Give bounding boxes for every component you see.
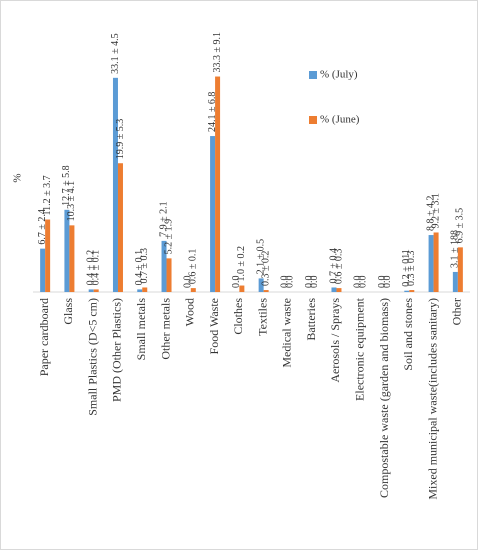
legend-label: % (June) — [320, 114, 360, 126]
bar — [161, 240, 167, 292]
value-label: 0.2 ± 011 — [401, 249, 412, 287]
bar — [64, 209, 70, 292]
x-tick-label: Glass — [61, 298, 75, 325]
bar — [409, 290, 415, 292]
value-label: 0.4 ± 0.1 — [134, 250, 145, 286]
x-tick-label: Clothes — [231, 298, 245, 335]
value-label: 0.6 ± 0.3 — [333, 249, 344, 285]
bar — [336, 288, 342, 292]
value-label: 0.0 — [353, 276, 364, 289]
bar — [239, 285, 245, 292]
value-label: 6.9 ± 3.5 — [455, 208, 466, 244]
bar — [210, 136, 216, 292]
bar — [45, 219, 51, 292]
x-tick-label: Textiles — [255, 298, 269, 336]
x-tick-label: Food Waste — [207, 298, 221, 354]
value-label: 12.7 ± 5.8 — [61, 165, 72, 206]
bar — [190, 288, 196, 292]
bar — [258, 278, 264, 292]
legend-swatch — [309, 71, 317, 79]
x-tick-label: Aerosols / Sprays — [328, 298, 342, 383]
bar — [166, 258, 172, 292]
x-tick-label: Electronic equipment — [353, 297, 367, 401]
value-label: 0.0 — [231, 276, 242, 289]
value-label: 2.1 ± 0.5 — [255, 239, 266, 275]
bar — [433, 232, 439, 292]
x-tick-label: Other — [450, 298, 464, 325]
x-tick-label: Compostable waste (garden and biomass) — [377, 298, 391, 498]
value-label: 0.4 ± 0.1 — [90, 250, 101, 286]
value-label: 0.0 — [309, 276, 320, 289]
bar — [40, 248, 46, 292]
bar — [404, 290, 410, 292]
value-label: 33.1 ± 4.5 — [110, 33, 121, 74]
x-tick-label: Wood — [183, 298, 197, 326]
value-label: 10.3 ± 4.1 — [66, 181, 77, 222]
value-label: 1.0 ± 0.2 — [236, 246, 247, 282]
bar — [69, 225, 75, 292]
value-label: 24.1 ± 6.8 — [207, 92, 218, 133]
bar — [88, 289, 94, 292]
value-label: 11.2 ± 3.7 — [42, 175, 53, 215]
value-label: 0.4 ± 0.2 — [85, 250, 96, 286]
value-label: 0.3 ± 0.2 — [260, 251, 271, 287]
value-label: 33.3 ± 9.1 — [212, 32, 223, 73]
bar — [93, 289, 99, 292]
value-label: 0.0 — [304, 276, 315, 289]
bar — [137, 289, 143, 292]
legend-swatch — [309, 116, 317, 124]
bar — [263, 290, 269, 292]
value-label: 0.0 — [358, 276, 369, 289]
value-label: 7.9 ± 2.1 — [158, 201, 169, 237]
x-tick-label: Paper cardboard — [37, 298, 51, 376]
value-label: 0.6 ± 0.1 — [188, 249, 199, 285]
x-tick-label: Other metals — [158, 298, 172, 360]
x-tick-label: Medical waste — [280, 298, 294, 368]
value-label: 0.0 — [382, 276, 393, 289]
value-label: 0.0 — [285, 276, 296, 289]
x-tick-label: Small metals — [134, 298, 148, 361]
x-tick-label: PMD (Other Plastics) — [110, 298, 124, 402]
value-label: 0.0 — [280, 276, 291, 289]
x-tick-label: Soil and stones — [401, 298, 415, 371]
x-tick-label: Small Plastics (D<5 cm) — [85, 298, 99, 416]
value-label: 5.2 ± 1.9 — [163, 219, 174, 255]
bar — [117, 163, 123, 292]
value-label: 19.9 ± 5.3 — [115, 119, 126, 160]
value-label: 0.0 — [183, 276, 194, 289]
value-label: 9.2 ± 3.1 — [430, 193, 441, 229]
value-label: 8.8 ± 4.2 — [425, 196, 436, 232]
x-tick-label: Mixed municipal waste(includes sanitary) — [425, 298, 439, 500]
bar — [142, 287, 148, 292]
x-tick-label: Batteries — [304, 298, 318, 341]
bar — [457, 247, 463, 292]
value-label: 0.0 — [377, 276, 388, 289]
y-axis-label: % — [12, 173, 24, 182]
bar — [428, 235, 434, 292]
legend-label: % (July) — [320, 69, 358, 81]
bar — [112, 77, 118, 292]
value-label: 6.7 ± 2.4 — [37, 209, 48, 245]
value-label: 0.7 ± 0.4 — [328, 248, 339, 284]
bar — [215, 76, 221, 292]
value-label: 3.1 ± 188 — [450, 230, 461, 268]
value-label: 0.3 ± 0.3 — [406, 251, 417, 287]
bar — [331, 287, 337, 292]
value-label: 0.7 ± 0.3 — [139, 248, 150, 284]
bar — [452, 271, 458, 292]
